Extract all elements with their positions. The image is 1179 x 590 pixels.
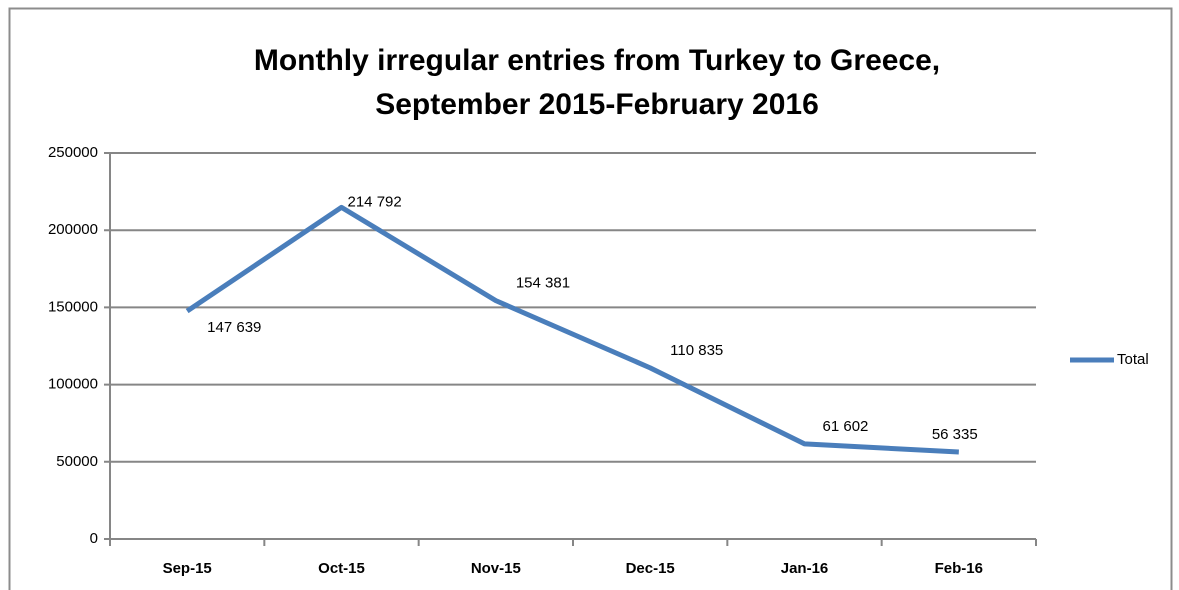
y-tick-label: 100000 [48, 376, 98, 393]
chart-title: September 2015-February 2016 [375, 88, 819, 121]
y-tick-label: 50000 [56, 453, 98, 470]
data-label: 110 835 [670, 342, 723, 359]
x-tick-label: Oct-15 [318, 560, 365, 577]
x-tick-label: Feb-16 [935, 560, 983, 577]
data-label: 214 792 [348, 193, 402, 210]
data-label: 61 602 [823, 418, 869, 435]
x-tick-label: Nov-15 [471, 560, 521, 577]
y-tick-label: 150000 [48, 298, 98, 315]
data-label: 56 335 [932, 426, 978, 443]
data-label: 154 381 [516, 275, 570, 292]
chart-border [8, 7, 1173, 590]
y-tick-label: 200000 [48, 221, 98, 238]
data-label: 147 639 [207, 319, 261, 336]
x-tick-label: Dec-15 [626, 560, 675, 577]
data-line [185, 204, 959, 455]
x-tick-label: Jan-16 [781, 560, 829, 577]
x-tick-label: Sep-15 [163, 560, 212, 577]
y-tick-label: 250000 [48, 144, 98, 161]
chart-title: Monthly irregular entries from Turkey to… [254, 44, 940, 77]
legend-label: Total [1117, 351, 1149, 368]
y-tick-label: 0 [90, 530, 98, 547]
